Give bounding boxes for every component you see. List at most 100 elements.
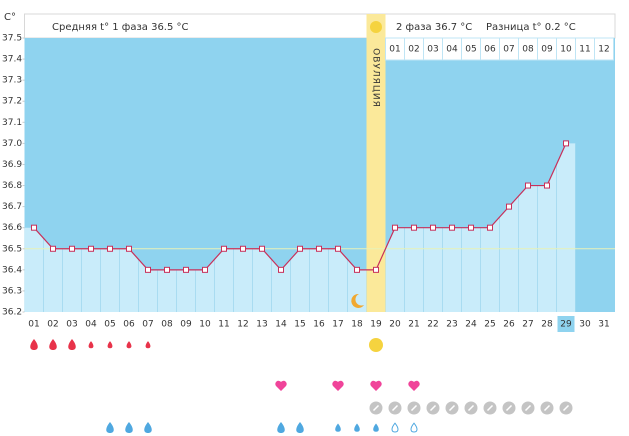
selected-day [557, 316, 575, 332]
temperature-point [411, 224, 417, 231]
x-tick-label: 11 [218, 320, 229, 330]
drop-icon [410, 422, 418, 433]
y-tick-label: 37.2 [2, 97, 22, 107]
temperature-point [259, 245, 265, 252]
y-tick-label: 37.4 [2, 55, 22, 65]
test-icon-slash [486, 404, 494, 412]
x-tick-label: 01 [28, 320, 39, 330]
x-tick-label: 17 [332, 320, 343, 330]
x-tick-label: 06 [123, 320, 135, 330]
temperature-point [164, 266, 170, 273]
drop-icon [30, 339, 38, 350]
drop-icon [88, 341, 94, 349]
x-tick-label: 23 [446, 320, 457, 330]
test-icon-slash [543, 404, 551, 412]
temperature-point [373, 266, 379, 273]
temperature-point [335, 245, 341, 252]
y-tick-label: 37.0 [2, 139, 22, 149]
phase1-summary: Средняя t° 1 фаза 36.5 °C [52, 22, 189, 33]
x-tick-label: 10 [199, 320, 211, 330]
x-tick-label: 18 [351, 320, 363, 330]
heart-icon [332, 380, 344, 391]
y-tick-label: 36.6 [2, 223, 22, 233]
x-tick-label: 07 [142, 320, 153, 330]
phase2-day-label: 02 [408, 45, 419, 55]
heart-icon [408, 380, 420, 391]
test-icon-slash [505, 404, 513, 412]
temperature-point [449, 224, 455, 231]
test-icon-slash [372, 404, 380, 412]
phase2-day-cell [594, 37, 614, 61]
temperature-point [221, 245, 227, 252]
difference-summary: Разница t° 0.2 °C [486, 22, 576, 33]
header-bar [24, 13, 616, 39]
y-tick-label: 36.2 [2, 308, 22, 318]
drop-icon [49, 339, 57, 350]
phase2-day-label: 09 [541, 45, 553, 55]
y-tick-label: 37.1 [2, 118, 22, 128]
x-tick-label: 20 [389, 320, 401, 330]
temperature-point [278, 266, 284, 273]
y-tick-label: 36.5 [2, 244, 22, 254]
test-icon-slash [467, 404, 475, 412]
temperature-point [430, 224, 436, 231]
x-tick-label: 03 [66, 320, 77, 330]
temperature-point [468, 224, 474, 231]
temperature-point [202, 266, 208, 273]
phase2-day-label: 03 [427, 45, 438, 55]
drop-icon [126, 341, 132, 349]
temperature-point [69, 245, 75, 252]
temperature-point [392, 224, 398, 231]
sun-icon [369, 338, 383, 352]
temperature-point [354, 266, 360, 273]
temperature-point [316, 245, 322, 252]
temperature-point [126, 245, 132, 252]
drop-icon [106, 422, 114, 433]
x-tick-label: 16 [313, 320, 325, 330]
temperature-point [563, 140, 569, 147]
phase2-day-label: 05 [465, 45, 476, 55]
moon-icon [351, 293, 364, 308]
temperature-point [506, 203, 512, 210]
drop-icon [125, 422, 133, 433]
drop-icon [144, 422, 152, 433]
x-tick-label: 22 [427, 320, 438, 330]
x-tick-label: 08 [161, 320, 173, 330]
x-tick-label: 26 [503, 320, 515, 330]
test-icon-slash [410, 404, 418, 412]
test-icon-slash [429, 404, 437, 412]
y-tick-label: 36.4 [2, 265, 22, 275]
unit-label: C° [4, 12, 16, 23]
heart-icon [370, 380, 382, 391]
phase2-day-label: 01 [389, 45, 400, 55]
x-tick-label: 05 [104, 320, 115, 330]
temperature-point [145, 266, 151, 273]
ovulation-strip [366, 14, 386, 312]
x-tick-label: 19 [370, 320, 382, 330]
x-tick-label: 12 [237, 320, 248, 330]
y-tick-label: 37.5 [2, 34, 22, 44]
temperature-point [50, 245, 56, 252]
heart-icon [275, 380, 287, 391]
temperature-point [107, 245, 113, 252]
temperature-point [240, 245, 246, 252]
drop-icon [277, 422, 285, 433]
y-tick-label: 37.3 [2, 76, 22, 86]
test-icon-slash [562, 404, 570, 412]
x-tick-label: 13 [256, 320, 267, 330]
drop-icon [373, 423, 379, 432]
y-tick-label: 36.8 [2, 181, 22, 191]
x-tick-label: 24 [465, 320, 477, 330]
phase2-day-label: 07 [503, 45, 514, 55]
drop-icon [391, 422, 399, 433]
x-tick-label: 02 [47, 320, 58, 330]
x-tick-label: 15 [294, 320, 305, 330]
x-tick-label: 29 [560, 320, 572, 330]
phase2-day-label: 10 [560, 45, 572, 55]
test-icon-slash [448, 404, 456, 412]
x-tick-label: 21 [408, 320, 419, 330]
drop-icon [296, 422, 304, 433]
phase2-day-label: 12 [598, 45, 609, 55]
x-tick-label: 09 [180, 320, 192, 330]
